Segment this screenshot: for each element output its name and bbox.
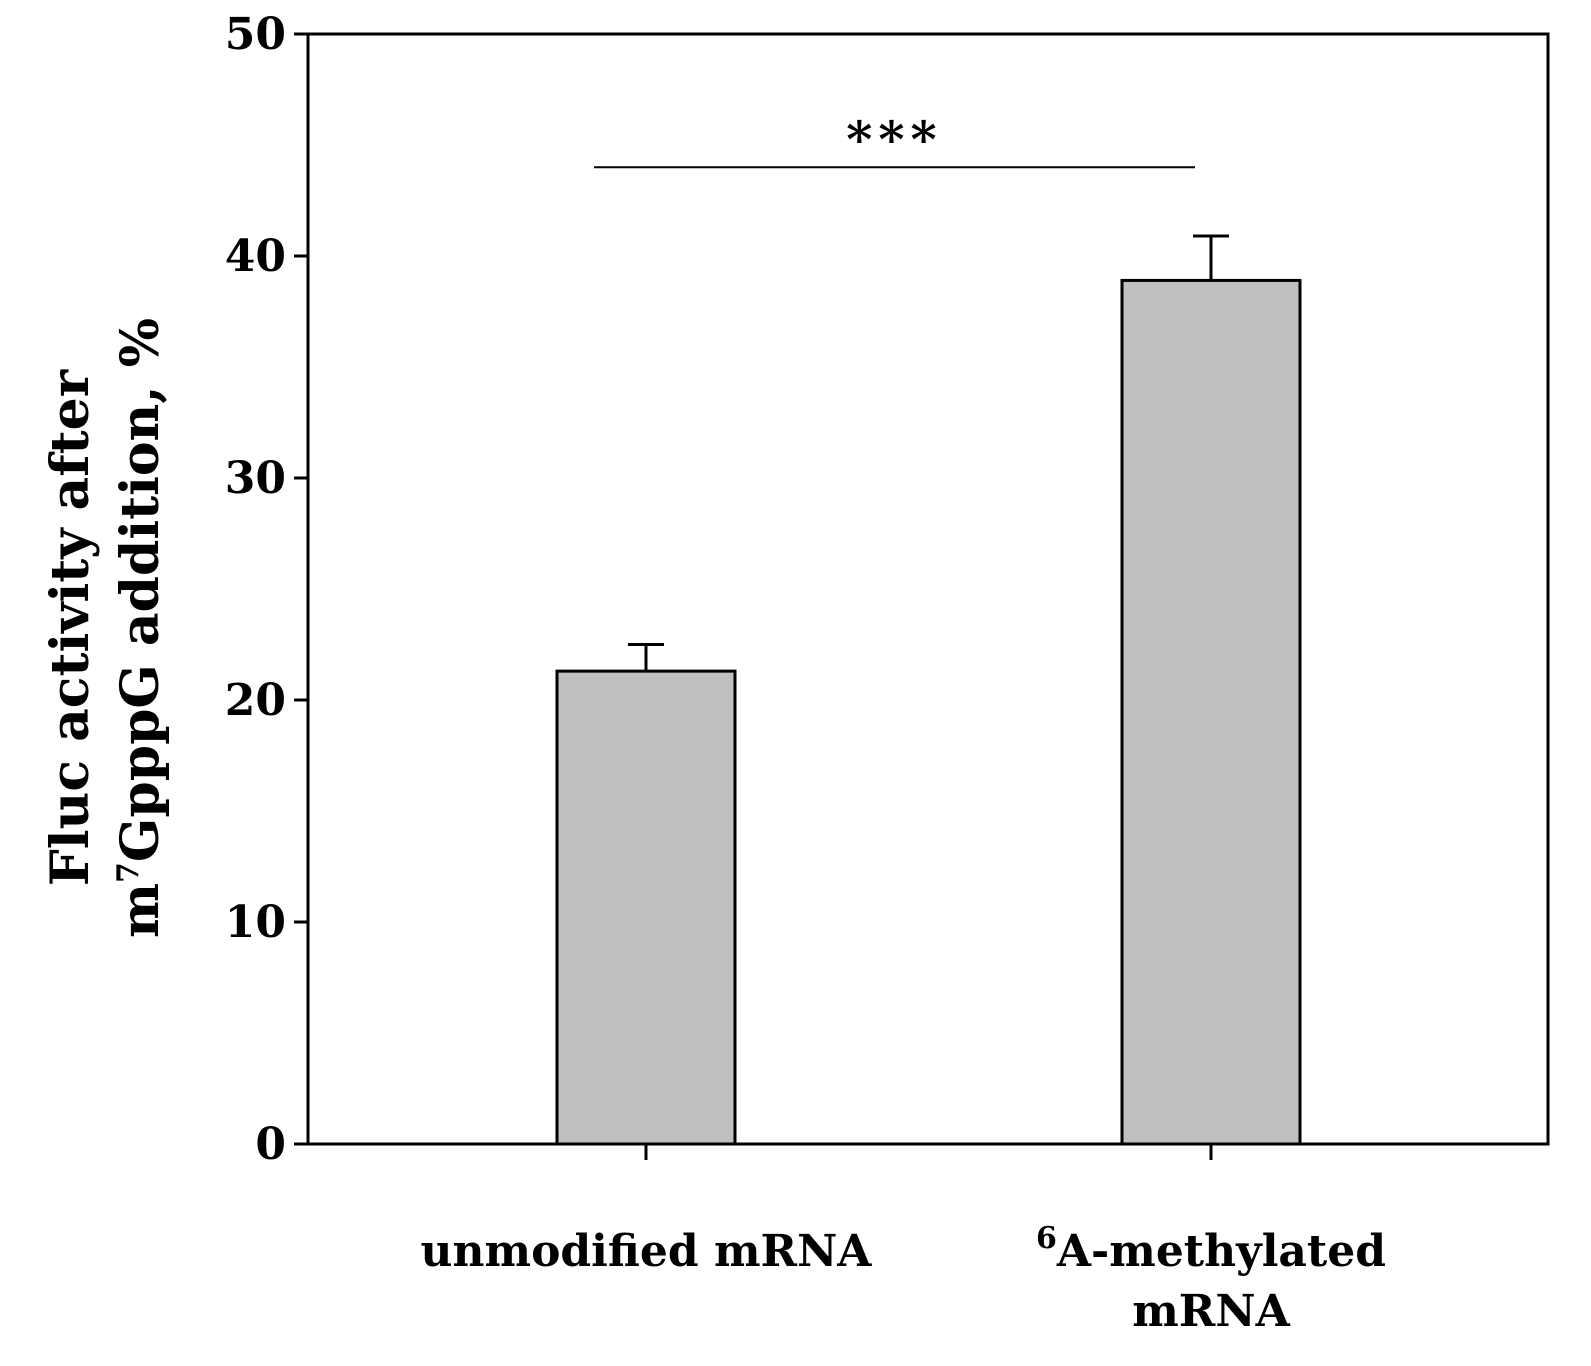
y-axis-label-line2: m7GpppG addition, % xyxy=(110,318,171,938)
y-tick-label-20: 20 xyxy=(225,675,286,726)
y-axis-label-line1: Fluc activity after xyxy=(40,369,101,886)
category-label-text: A-methylated xyxy=(1056,1226,1386,1277)
y-tick-label-10: 10 xyxy=(225,897,286,948)
y-axis-label: Fluc activity after m7GpppG addition, % xyxy=(40,318,171,938)
significance-annotation: *** xyxy=(594,110,1195,169)
significance-label: *** xyxy=(846,110,942,169)
y-tick-label-0: 0 xyxy=(255,1119,286,1170)
y-axis: 0 10 20 30 40 50 xyxy=(225,9,308,1170)
x-axis-category-labels: unmodified mRNA 6A-methylated mRNA xyxy=(421,1221,1386,1337)
plot-frame xyxy=(306,32,1550,1146)
bar-1 xyxy=(555,669,737,1146)
bars xyxy=(555,278,1302,1160)
y-axis-label-prefix: m xyxy=(110,883,171,938)
category-label-superscript: 6 xyxy=(1036,1221,1057,1256)
y-axis-label-suffix: GpppG addition, % xyxy=(110,318,171,862)
y-tick-label-50: 50 xyxy=(225,9,286,60)
y-tick-label-30: 30 xyxy=(225,453,286,504)
y-tick-label-40: 40 xyxy=(225,231,286,282)
y-axis-label-superscript: 7 xyxy=(111,862,146,883)
category-label-2-line-1: 6A-methylated xyxy=(1036,1221,1386,1277)
category-label-1-line-1: unmodified mRNA xyxy=(421,1226,873,1277)
category-label-2-line-2: mRNA xyxy=(1132,1286,1290,1337)
error-bars xyxy=(628,234,1229,672)
bar-2 xyxy=(1120,278,1302,1146)
